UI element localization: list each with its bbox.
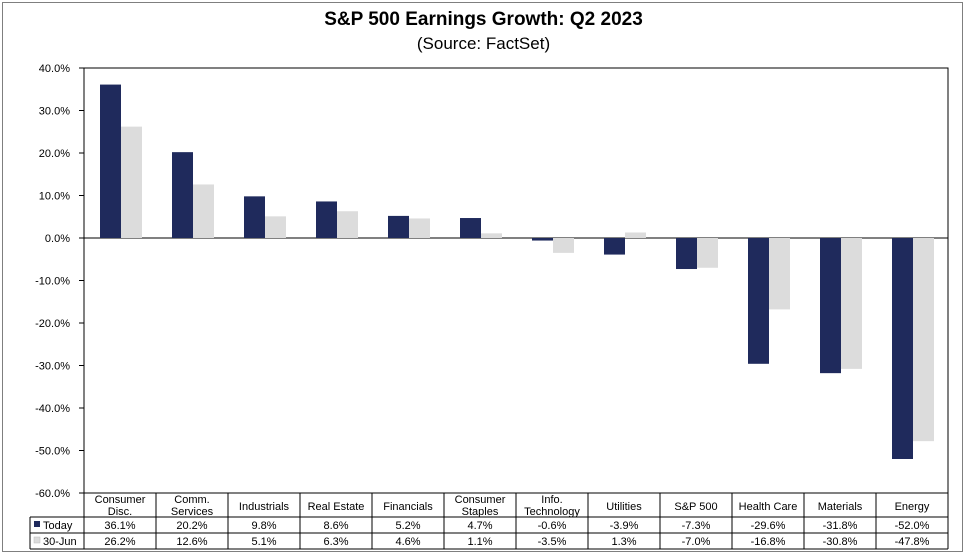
x-tick-label: Materials: [818, 501, 863, 513]
bar-today: [820, 238, 841, 374]
data-label: 1.1%: [467, 536, 492, 548]
x-tick-label: Health Care: [739, 501, 798, 513]
data-label: 20.2%: [176, 520, 207, 532]
data-label: 36.1%: [104, 520, 135, 532]
data-label: -47.8%: [895, 536, 930, 548]
bar-30-jun: [769, 238, 790, 310]
data-label: -3.9%: [610, 520, 639, 532]
y-tick-label: 20.0%: [39, 148, 70, 160]
bar-today: [388, 215, 409, 238]
y-tick-label: 40.0%: [39, 63, 70, 75]
x-tick-label: Energy: [895, 501, 930, 513]
data-label: 26.2%: [104, 536, 135, 548]
bar-30-jun: [481, 233, 502, 238]
chart-subtitle: (Source: FactSet): [416, 34, 551, 53]
x-tick-label: Utilities: [606, 501, 642, 513]
x-tick-label: Consumer: [95, 494, 146, 506]
bar-30-jun: [697, 238, 718, 268]
y-tick-label: -20.0%: [35, 318, 70, 330]
y-tick-label: 30.0%: [39, 106, 70, 118]
y-tick-label: -60.0%: [35, 488, 70, 500]
data-label: 5.2%: [395, 520, 420, 532]
bar-30-jun: [913, 238, 934, 442]
bar-30-jun: [841, 238, 862, 369]
bar-today: [604, 238, 625, 255]
legend-label: 30-Jun: [43, 536, 77, 548]
data-label: 9.8%: [251, 520, 276, 532]
x-tick-label: Consumer: [455, 494, 506, 506]
bar-today: [892, 238, 913, 459]
bar-today: [172, 152, 193, 238]
chart-title: S&P 500 Earnings Growth: Q2 2023: [324, 9, 643, 30]
data-label: -31.8%: [823, 520, 858, 532]
data-label: 4.6%: [395, 536, 420, 548]
data-label: 8.6%: [323, 520, 348, 532]
data-label: -3.5%: [538, 536, 567, 548]
y-tick-label: -40.0%: [35, 403, 70, 415]
data-label: 12.6%: [176, 536, 207, 548]
legend-swatch: [33, 536, 41, 544]
bar-today: [460, 218, 481, 238]
data-label: -0.6%: [538, 520, 567, 532]
x-tick-label: Real Estate: [308, 501, 365, 513]
bar-30-jun: [409, 218, 430, 238]
bar-today: [676, 238, 697, 270]
bar-30-jun: [625, 232, 646, 238]
bar-30-jun: [337, 211, 358, 238]
bar-30-jun: [193, 184, 214, 238]
x-tick-label: Industrials: [239, 501, 290, 513]
data-label: -30.8%: [823, 536, 858, 548]
bar-30-jun: [121, 126, 142, 238]
y-tick-label: 10.0%: [39, 191, 70, 203]
bar-30-jun: [265, 216, 286, 238]
y-tick-label: -50.0%: [35, 446, 70, 458]
legend-label: Today: [43, 520, 73, 532]
x-tick-label: Staples: [462, 506, 499, 518]
x-tick-label: Disc.: [108, 506, 132, 518]
y-tick-label: -10.0%: [35, 276, 70, 288]
data-label: 6.3%: [323, 536, 348, 548]
bar-today: [532, 238, 553, 241]
x-tick-label: Technology: [524, 506, 580, 518]
bar-today: [316, 201, 337, 238]
x-tick-label: Services: [171, 506, 214, 518]
data-label: 1.3%: [611, 536, 636, 548]
data-label: 5.1%: [251, 536, 276, 548]
data-label: -29.6%: [751, 520, 786, 532]
data-label: -7.3%: [682, 520, 711, 532]
bar-today: [100, 84, 121, 238]
data-label: -16.8%: [751, 536, 786, 548]
y-tick-label: 0.0%: [45, 233, 70, 245]
legend-swatch: [34, 521, 40, 527]
bar-30-jun: [553, 238, 574, 253]
data-label: -52.0%: [895, 520, 930, 532]
y-tick-label: -30.0%: [35, 361, 70, 373]
x-tick-label: S&P 500: [674, 501, 717, 513]
x-tick-label: Financials: [383, 501, 433, 513]
bar-today: [748, 238, 769, 364]
plot-area-border: [83, 67, 949, 494]
data-label: 4.7%: [467, 520, 492, 532]
x-tick-label: Comm.: [174, 494, 209, 506]
bar-today: [244, 196, 265, 238]
x-tick-label: Info.: [541, 494, 562, 506]
data-label: -7.0%: [682, 536, 711, 548]
